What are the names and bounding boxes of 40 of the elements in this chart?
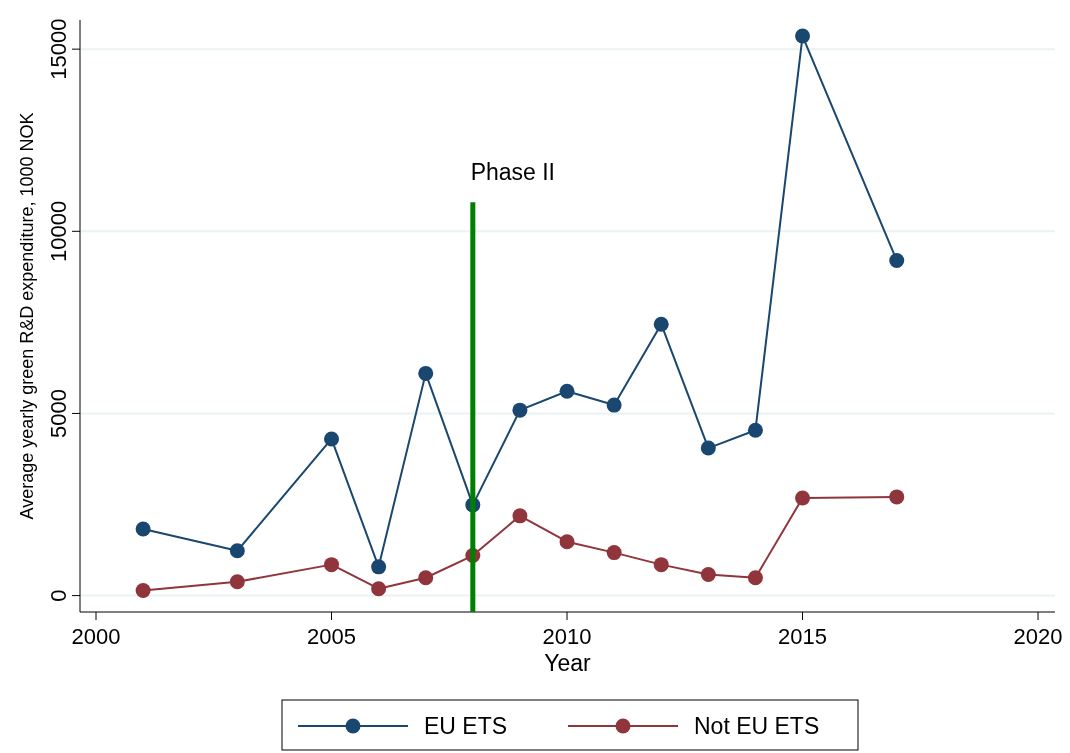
point <box>606 545 622 561</box>
x-axis-title: Year <box>544 650 592 676</box>
point <box>324 557 340 573</box>
point <box>559 534 575 550</box>
y-tick-label: 15000 <box>46 18 71 80</box>
legend-label: EU ETS <box>424 713 508 739</box>
point <box>747 422 763 438</box>
point <box>889 489 905 505</box>
y-tick-label: 5000 <box>46 388 71 438</box>
point <box>418 570 434 586</box>
point <box>700 440 716 456</box>
point <box>135 521 151 537</box>
point <box>700 566 716 582</box>
point <box>135 583 151 599</box>
point <box>747 570 763 586</box>
legend-label: Not EU ETS <box>694 713 820 739</box>
y-tick-label: 0 <box>46 589 71 602</box>
point <box>371 559 387 575</box>
point <box>653 316 669 332</box>
point <box>229 543 245 559</box>
point <box>324 431 340 447</box>
x-tick-label: 2000 <box>71 624 121 649</box>
annotation: Phase II <box>470 159 556 186</box>
x-tick-label: 2005 <box>307 624 356 649</box>
y-tick-label: 10000 <box>46 200 71 262</box>
point <box>889 252 905 268</box>
point <box>795 490 811 506</box>
y-axis-title: Average yearly green R&D expenditure, 1000 NOK <box>16 112 37 520</box>
point <box>512 508 528 524</box>
point <box>418 365 434 381</box>
point <box>229 574 245 590</box>
x-tick-label: 2015 <box>778 624 828 649</box>
point <box>559 383 575 399</box>
point <box>371 581 387 597</box>
point <box>512 402 528 418</box>
point <box>795 28 811 44</box>
point <box>606 397 622 413</box>
x-tick-label: 2020 <box>1013 624 1063 649</box>
x-tick-label: 2010 <box>542 624 592 649</box>
point <box>653 557 669 573</box>
